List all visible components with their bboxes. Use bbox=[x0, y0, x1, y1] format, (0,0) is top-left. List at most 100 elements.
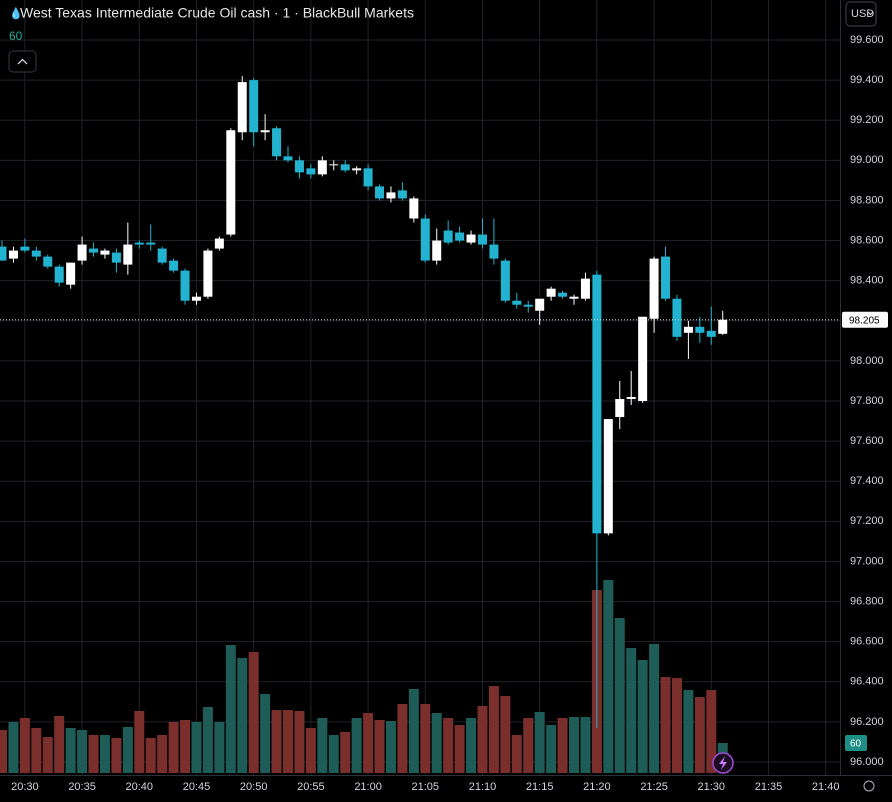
candle-body bbox=[432, 240, 442, 261]
volume-bar bbox=[546, 725, 557, 773]
candle-body bbox=[294, 160, 304, 173]
volume-bar bbox=[65, 728, 76, 773]
candle-body bbox=[443, 230, 453, 243]
y-tick-label: 98.400 bbox=[850, 275, 884, 287]
currency-button[interactable] bbox=[845, 1, 877, 27]
volume-bar bbox=[351, 718, 362, 773]
candle-body bbox=[134, 242, 144, 245]
y-tick-label: 96.400 bbox=[850, 676, 884, 688]
last-price-label: 98.205 bbox=[849, 315, 880, 326]
volume-tag-label: 60 bbox=[850, 739, 862, 750]
candle-body bbox=[43, 256, 53, 267]
candle-body bbox=[0, 246, 7, 261]
candle-body bbox=[409, 198, 419, 219]
y-tick-label: 97.600 bbox=[850, 435, 884, 447]
volume-bar bbox=[122, 727, 133, 773]
x-tick-label: 21:05 bbox=[412, 781, 440, 793]
currency-caret bbox=[867, 11, 874, 16]
y-tick-label: 96.200 bbox=[850, 716, 884, 728]
candle-body bbox=[329, 164, 339, 166]
candle-body bbox=[523, 304, 533, 307]
candle-body bbox=[420, 218, 430, 261]
y-tick-label: 98.600 bbox=[850, 234, 884, 246]
candle-body bbox=[111, 252, 121, 263]
volume-bar bbox=[363, 713, 374, 773]
volume-bar bbox=[305, 728, 316, 773]
candle-body bbox=[169, 260, 179, 271]
volume-bar bbox=[0, 730, 7, 773]
candle-body bbox=[146, 242, 156, 245]
currency-label: USD bbox=[851, 8, 874, 20]
candle-body bbox=[489, 244, 499, 259]
candle-body bbox=[718, 319, 728, 334]
volume-bar bbox=[237, 658, 248, 773]
volume-legend-value: 60 bbox=[9, 29, 23, 43]
candle-body bbox=[615, 398, 625, 418]
collapse-button[interactable] bbox=[8, 50, 37, 73]
x-tick-label: 20:45 bbox=[183, 781, 211, 793]
last-price-tag bbox=[842, 311, 888, 328]
volume-bar bbox=[523, 718, 534, 773]
candle-body bbox=[260, 130, 270, 133]
candle-body bbox=[226, 130, 236, 235]
volume-bar bbox=[374, 720, 385, 773]
volume-bar bbox=[99, 735, 110, 773]
volume-bar bbox=[385, 721, 396, 773]
volume-bar bbox=[31, 728, 42, 773]
x-tick-label: 20:40 bbox=[126, 781, 154, 793]
volume-bar bbox=[443, 718, 454, 773]
volume-tag bbox=[845, 735, 867, 751]
x-tick-label: 21:15 bbox=[526, 781, 554, 793]
volume-bar bbox=[54, 716, 65, 773]
candle-body bbox=[100, 250, 110, 255]
lightning-icon bbox=[719, 756, 727, 770]
candle-body bbox=[592, 274, 602, 534]
y-tick-label: 96.800 bbox=[850, 595, 884, 607]
volume-bar bbox=[77, 730, 88, 773]
candle-body bbox=[306, 168, 316, 175]
volume-bar bbox=[294, 711, 305, 773]
volume-bar bbox=[340, 732, 351, 773]
y-tick-label: 99.400 bbox=[850, 74, 884, 86]
volume-bar bbox=[580, 717, 591, 773]
candle-body bbox=[249, 80, 259, 133]
candle-body bbox=[352, 168, 362, 171]
candle-body bbox=[77, 244, 87, 261]
volume-bar bbox=[557, 718, 568, 773]
candle-body bbox=[8, 250, 18, 259]
candle-body bbox=[466, 234, 476, 243]
x-tick-label: 21:00 bbox=[354, 781, 382, 793]
volume-bar bbox=[626, 648, 637, 773]
candle-body bbox=[706, 330, 716, 337]
candle-body bbox=[672, 298, 682, 337]
candle-body bbox=[363, 168, 373, 187]
volume-bar bbox=[317, 718, 328, 773]
volume-bar bbox=[420, 704, 431, 773]
volume-bar bbox=[694, 697, 705, 773]
candle-body bbox=[397, 190, 407, 199]
candle-body bbox=[455, 232, 465, 241]
candles bbox=[0, 76, 728, 728]
volume-bar bbox=[271, 710, 282, 773]
candle-body bbox=[180, 270, 190, 301]
candle-body bbox=[203, 250, 213, 297]
y-tick-label: 99.600 bbox=[850, 34, 884, 46]
candle-body bbox=[191, 296, 201, 301]
candle-body bbox=[626, 396, 636, 399]
volume-bar bbox=[19, 718, 30, 773]
candle-body bbox=[89, 248, 99, 253]
candle-body bbox=[283, 156, 293, 161]
x-tick-label: 20:55 bbox=[297, 781, 325, 793]
volume-bar bbox=[603, 580, 614, 773]
volume-pane bbox=[0, 580, 728, 773]
settings-icon[interactable] bbox=[863, 780, 875, 792]
candle-body bbox=[340, 164, 350, 171]
volume-bar bbox=[431, 713, 442, 773]
volume-bar bbox=[260, 694, 271, 773]
candle-body bbox=[580, 278, 590, 299]
volume-bar bbox=[111, 738, 122, 773]
grid bbox=[0, 0, 840, 775]
volume-bar bbox=[214, 722, 225, 773]
volume-bar bbox=[660, 677, 671, 773]
